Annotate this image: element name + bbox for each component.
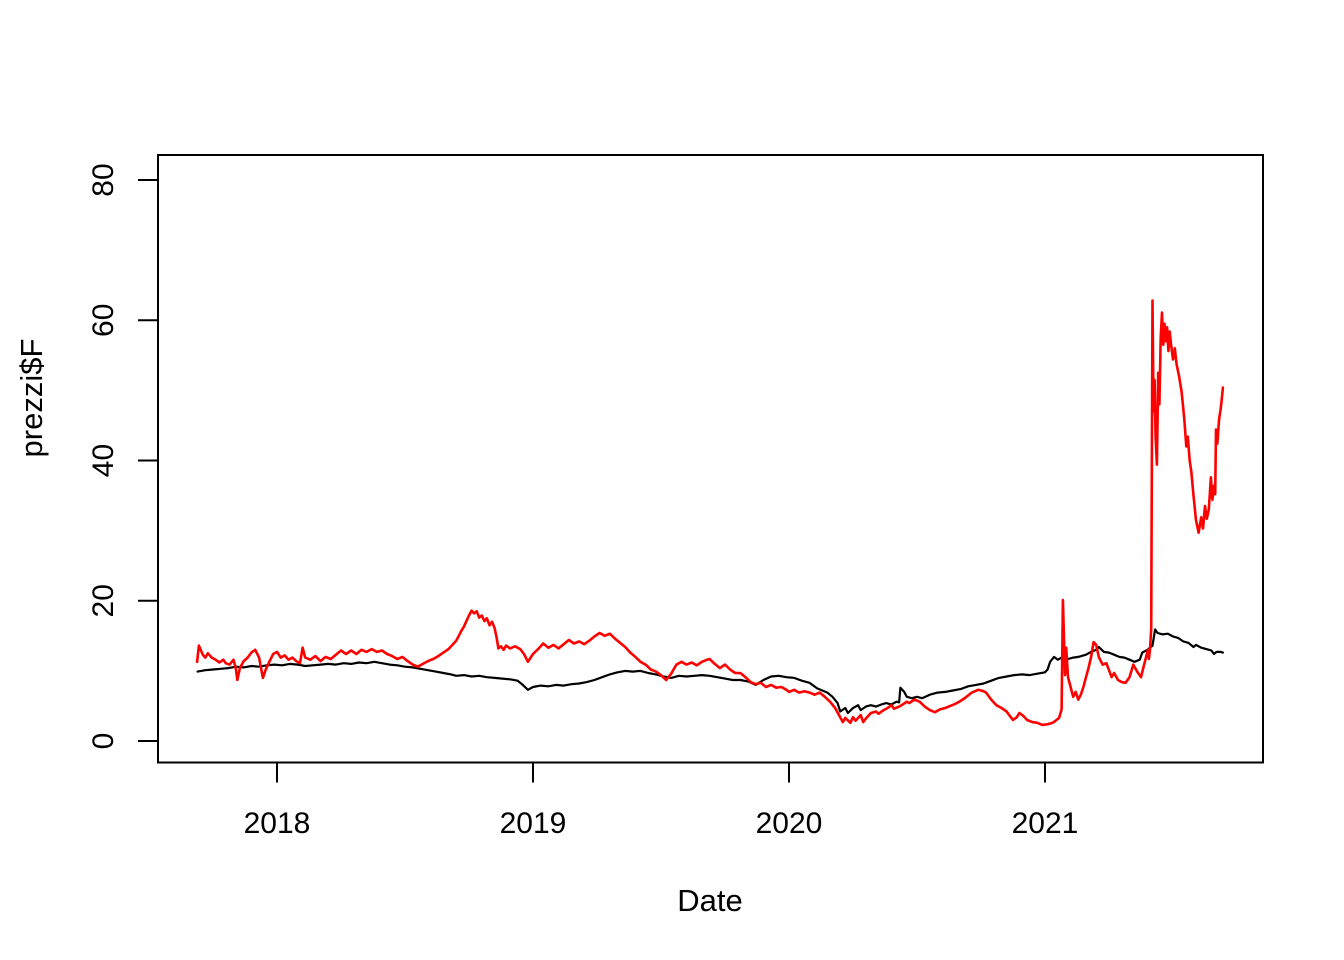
black-line xyxy=(196,628,1225,715)
series-group xyxy=(195,299,1225,727)
y-axis-title: prezzi$F xyxy=(14,339,49,458)
x-tick-label: 2020 xyxy=(756,807,823,840)
y-tick-label: 60 xyxy=(87,304,120,337)
y-tick-label: 40 xyxy=(87,444,120,477)
x-tick-label: 2021 xyxy=(1012,807,1079,840)
x-tick-label: 2019 xyxy=(500,807,567,840)
x-tick-label: 2018 xyxy=(244,807,311,840)
plot-box xyxy=(157,154,1264,764)
y-axis: 0 20 40 60 80 xyxy=(87,163,158,749)
y-tick-label: 0 xyxy=(87,733,120,750)
x-axis: 2018 2019 2020 2021 xyxy=(244,762,1079,840)
y-tick-label: 20 xyxy=(87,584,120,617)
y-tick-label: 80 xyxy=(87,163,120,196)
red-line xyxy=(195,299,1225,727)
x-axis-title: Date xyxy=(677,883,742,918)
